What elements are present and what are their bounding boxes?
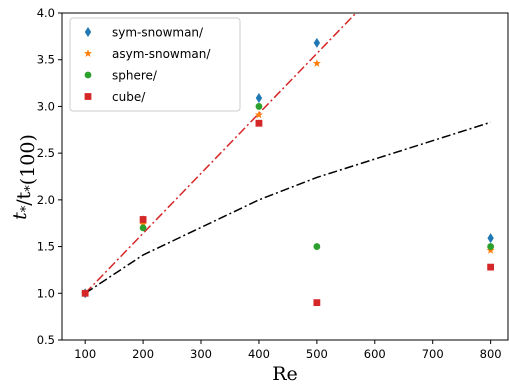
y-axis-label: t*/t*(100): [9, 134, 39, 220]
x-tick-label: 600: [364, 347, 386, 361]
legend-label-asym-snowman: asym-snowman/: [112, 47, 211, 61]
asym-snowman-point: [312, 59, 321, 67]
legend-label-sphere: sphere/: [112, 69, 158, 83]
sym-snowman-point: [313, 37, 321, 48]
cube-point: [139, 216, 147, 223]
asym-snowman-point: [254, 110, 263, 119]
cube-point: [81, 289, 89, 297]
reference-line-2: [84, 121, 491, 294]
legend-label-cube: cube/: [112, 90, 146, 104]
x-tick-label: 400: [248, 347, 270, 361]
legend-marker-sym-snowman: [84, 27, 92, 37]
asym-snowman-point: [139, 219, 148, 228]
x-tick-label: 500: [306, 347, 328, 361]
y-tick-label: 0.5: [37, 333, 55, 347]
x-tick-label: 200: [132, 347, 154, 361]
sphere-point: [313, 243, 321, 250]
y-tick-label: 1.5: [37, 240, 55, 254]
x-tick-label: 800: [480, 347, 502, 361]
sphere-point: [487, 243, 495, 250]
x-tick-label: 700: [422, 347, 444, 361]
cube-point: [313, 299, 321, 307]
legend-box: [69, 17, 241, 112]
plot-frame: [61, 12, 509, 341]
y-tick-label: 2.0: [37, 193, 55, 207]
sym-snowman-point: [487, 233, 494, 244]
sphere-point: [255, 103, 263, 110]
y-tick-label: 3.5: [37, 53, 55, 67]
sym-snowman-point: [255, 93, 263, 104]
reference-line-1: [84, 13, 358, 294]
y-tick-label: 1.0: [37, 286, 55, 300]
legend-label-sym-snowman: sym-snowman/: [112, 26, 204, 40]
cube-point: [487, 263, 495, 271]
cube-point: [255, 119, 263, 127]
y-tick-label: 3.0: [37, 99, 55, 113]
y-tick-label: 4.0: [37, 6, 55, 20]
x-tick-label: 300: [190, 347, 212, 361]
legend-marker-sphere: [84, 71, 92, 79]
sphere-point: [139, 224, 147, 232]
legend: sym-snowman/asym-snowman/sphere/cube/: [69, 17, 241, 112]
legend-marker-cube: [84, 93, 92, 100]
x-axis-label: Re: [272, 363, 298, 385]
x-tick-label: 100: [74, 347, 96, 361]
svg-text:t*/t*(100): t*/t*(100): [9, 134, 39, 220]
legend-marker-asym-snowman: [84, 49, 92, 57]
y-tick-label: 2.5: [37, 146, 55, 160]
